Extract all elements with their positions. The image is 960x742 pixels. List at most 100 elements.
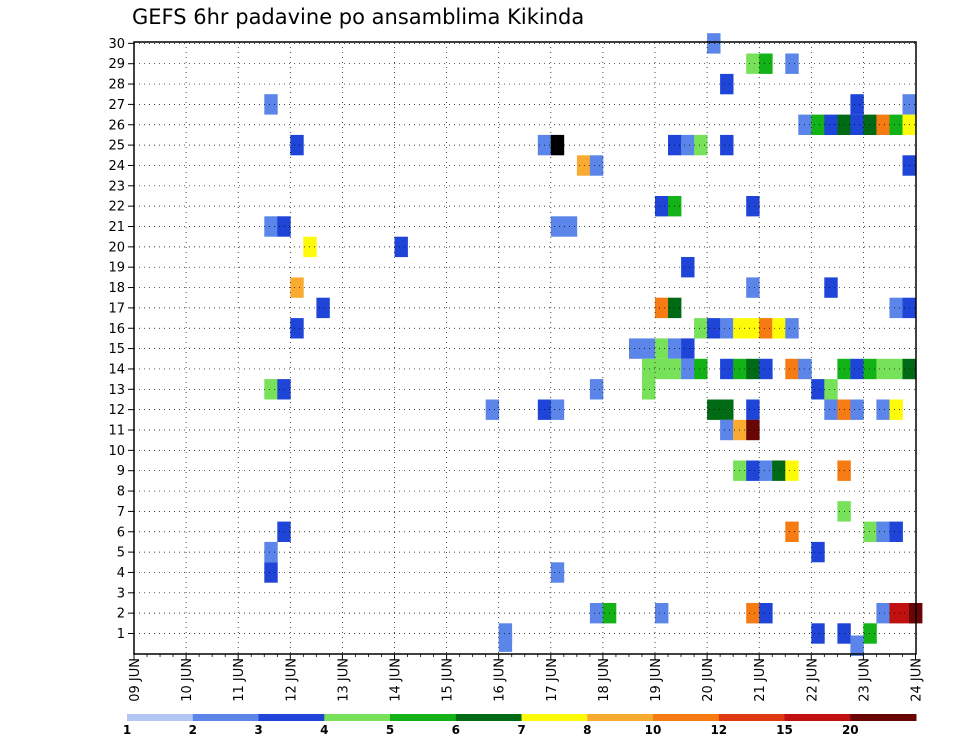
heatmap-cell [655, 196, 669, 217]
heatmap-cell [811, 114, 825, 135]
x-tick-label: 23 JUN [857, 658, 872, 702]
y-tick-label: 3 [117, 586, 125, 601]
y-axis: 1234567891011121314151617181920212223242… [108, 37, 134, 642]
heatmap-cell [759, 53, 773, 74]
x-axis: 09 JUN 10 JUN 11 JUN 12 JUN 13 JUN 14 JUN 15 J… [128, 654, 925, 702]
colorbar-label: 5 [386, 723, 394, 737]
heatmap-cell [694, 318, 708, 339]
y-tick-label: 5 [117, 546, 125, 561]
heatmap-cell [746, 603, 760, 624]
heatmap-cell [824, 379, 838, 400]
heatmap-cell [550, 216, 565, 237]
x-tick-label: 22 JUN [805, 658, 820, 702]
heatmap-cell [746, 358, 760, 380]
colorbar-label: 8 [583, 723, 591, 737]
heatmap-cell [498, 631, 513, 652]
heatmap-cell [811, 541, 825, 563]
chart-title: GEFS 6hr padavine po ansamblima Kikinda [132, 5, 585, 29]
heatmap-cell [681, 358, 695, 380]
y-tick-label: 28 [108, 78, 125, 93]
heatmap-cell [655, 603, 669, 624]
colorbar-swatch [653, 714, 720, 721]
y-tick-label: 7 [117, 505, 125, 520]
y-tick-label: 2 [117, 607, 125, 622]
y-tick-label: 21 [108, 220, 125, 235]
x-tick-label: 16 JUN [493, 658, 508, 702]
heatmap-cell [863, 358, 877, 380]
heatmap-cell [264, 541, 278, 563]
heatmap-cell [876, 399, 890, 420]
heatmap-cell [576, 155, 591, 176]
heatmap-cell [824, 114, 838, 135]
y-tick-label: 18 [108, 281, 125, 296]
heatmap-cell [785, 53, 799, 74]
heatmap-cell [563, 216, 578, 237]
heatmap-cell [681, 338, 695, 359]
heatmap-cell [264, 562, 278, 583]
heatmap-cell [681, 134, 695, 156]
heatmap-cell [889, 399, 903, 420]
heatmap-cell [759, 460, 773, 481]
heatmap-cell [746, 399, 760, 420]
heatmap-cell [485, 399, 500, 420]
colorbar-swatch [784, 714, 851, 721]
colorbar-swatch [324, 714, 391, 721]
heatmap-cell [681, 257, 695, 278]
heatmap-cell [863, 521, 877, 542]
x-tick-label: 09 JUN [128, 658, 143, 702]
y-tick-label: 30 [108, 37, 125, 52]
heatmap-cell [889, 521, 903, 542]
y-tick-label: 11 [108, 424, 125, 439]
colorbar-label: 12 [710, 723, 727, 737]
y-tick-label: 27 [108, 98, 125, 113]
heatmap-cell [772, 318, 786, 339]
heatmap-cell [850, 399, 864, 420]
y-tick-label: 13 [108, 383, 125, 398]
colorbar-swatch [258, 714, 325, 721]
heatmap-cell [655, 338, 669, 359]
x-tick-label: 15 JUN [441, 658, 456, 702]
heatmap-cell [850, 94, 864, 115]
y-tick-label: 14 [108, 362, 125, 377]
heatmap-cell [889, 297, 903, 319]
y-tick-label: 15 [108, 342, 125, 357]
x-tick-label: 21 JUN [753, 658, 768, 702]
heatmap-cell [746, 419, 760, 441]
y-tick-label: 10 [108, 444, 125, 459]
heatmap-cell [746, 460, 760, 481]
colorbar-swatch [390, 714, 457, 721]
heatmap-cell [720, 358, 734, 380]
x-tick-label: 19 JUN [649, 658, 664, 702]
colorbar-swatch [521, 714, 588, 721]
y-tick-label: 12 [108, 403, 125, 418]
colorbar-swatch [127, 714, 194, 721]
y-tick-label: 22 [108, 200, 125, 215]
heatmap-cell [589, 155, 604, 176]
heatmap-cell [759, 603, 773, 624]
heatmap-cell [876, 114, 890, 135]
heatmap-cell [290, 134, 304, 156]
y-tick-label: 6 [117, 525, 125, 540]
heatmap-cell [694, 358, 708, 380]
colorbar-swatch [192, 714, 259, 721]
heatmap-cell [694, 134, 708, 156]
heatmap-cell [889, 603, 903, 624]
y-tick-label: 1 [117, 627, 125, 642]
colorbar-label: 10 [645, 723, 662, 737]
heatmap-cell [746, 318, 760, 339]
heatmap-cell [850, 358, 864, 380]
y-tick-label: 4 [117, 566, 125, 581]
heatmap-cell [759, 358, 773, 380]
x-tick-label: 17 JUN [545, 658, 560, 702]
y-tick-label: 26 [108, 118, 125, 133]
heatmap-cell [550, 399, 565, 420]
heatmap-cell [642, 338, 656, 359]
colorbar-swatch [718, 714, 785, 721]
heatmap-cell [707, 318, 721, 339]
heatmap-cell [824, 277, 838, 298]
heatmap-cell [290, 277, 304, 298]
heatmap-cells [264, 33, 923, 656]
colorbar-swatch [587, 714, 654, 721]
y-tick-label: 24 [108, 159, 125, 174]
